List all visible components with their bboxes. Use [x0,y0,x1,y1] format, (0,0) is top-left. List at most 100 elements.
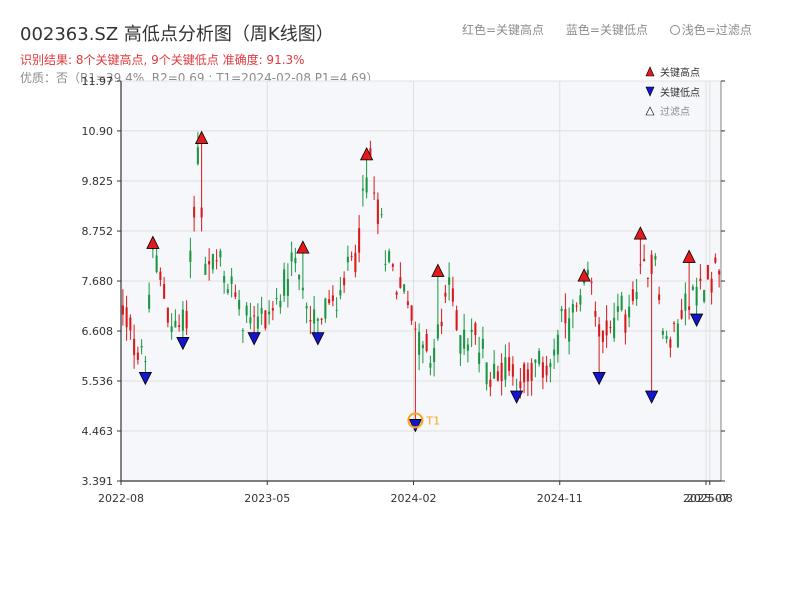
candle-body [571,304,574,313]
legend-high-label: 关键高点 [660,66,700,79]
candle-body [185,310,188,329]
x-tick-label: 2023-05 [244,492,290,505]
candle-body [523,363,526,383]
candle-body [339,290,342,296]
candle-body [346,256,349,263]
circle-icon [669,25,680,35]
candle-body [613,317,616,339]
x-tick-label: 2022-08 [98,492,144,505]
key-low-marker [509,390,524,404]
candle-body [290,252,293,262]
candle-body [354,252,357,273]
top-legend-red: 红色=关键高点 [462,23,545,37]
candle-body [388,251,391,262]
candle-body [545,365,548,376]
candle-body [286,278,289,296]
candle-body [219,250,222,258]
candle-body [373,192,376,194]
candles [121,131,721,421]
candle-body [283,269,286,296]
markers: T1 [138,130,704,433]
candle-body [253,315,256,317]
candle-body [586,269,589,275]
candle-body [710,278,713,293]
candle-body [178,325,181,327]
y-tick-label: 7.680 [82,275,114,288]
candle-body [215,260,218,262]
candle-body [493,363,496,379]
key-low-marker [311,332,325,346]
candle-body [444,292,447,297]
candle-body [159,271,162,281]
candle-body [395,292,398,295]
candle-body [406,301,409,305]
candle-body [508,357,511,371]
candle-body [718,270,721,275]
candle-body [324,298,327,319]
candle-body [226,289,229,293]
key-low-marker [247,332,261,346]
candle-body [631,289,634,301]
candle-body [343,277,346,286]
candle-body [436,324,439,339]
candle-body [256,316,259,329]
result-summary: 识别结果: 8个关键高点, 9个关键低点 准确度: 91.3% [20,53,305,67]
candle-body [455,310,458,330]
candle-body [268,311,271,315]
y-tick-label: 11.97 [82,75,114,88]
key-high-marker [146,235,160,249]
candle-body [241,330,244,332]
candle-body [361,188,364,191]
candle-body [399,277,402,288]
candle-body [553,349,556,356]
candle-body [320,318,323,320]
legend-high-icon [645,66,655,77]
key-low-marker [644,390,659,404]
candle-body [298,274,301,280]
candle-body [459,335,462,354]
x-tick-label: 2024-02 [391,492,437,505]
candle-body [133,338,136,356]
candle-body [245,305,248,316]
candle-body [358,228,361,253]
candle-body [699,278,702,282]
candle-body [549,363,552,368]
candle-body [594,310,597,317]
candle-body [658,294,661,301]
legend-filtered-label: 过滤点 [660,105,690,118]
candle-body [496,371,499,381]
candle-body [331,295,334,302]
y-tick-label: 10.90 [82,125,114,138]
candle-body [163,283,166,299]
key-high-marker [682,249,696,263]
candle-body [391,264,394,267]
candle-body [485,362,488,385]
axes: 3.391 4.463 5.536 6.608 7.680 8.752 9.825 10.90… [82,75,733,505]
candle-body [380,214,383,216]
candle-body [695,286,698,306]
candle-body [181,309,184,331]
candle-body [204,263,207,275]
candle-body [166,307,169,323]
candle-body [691,286,694,290]
key-low-marker [176,336,190,351]
candle-body [223,276,226,283]
candle-body [481,338,484,349]
candle-body [639,264,642,266]
candle-body [196,147,199,165]
candle-body [470,329,473,332]
x-tick-label: 2025-07 [683,492,729,505]
y-tick-label: 8.752 [82,225,114,238]
candle-body [305,306,308,309]
candle-body [249,317,252,324]
candle-body [264,310,267,329]
candle-body [590,281,593,283]
candle-body [144,361,147,363]
candle-body [365,177,368,193]
candle-body [129,317,132,331]
candle-body [136,352,139,360]
y-tick-label: 4.463 [82,425,114,438]
candle-body [530,362,533,381]
